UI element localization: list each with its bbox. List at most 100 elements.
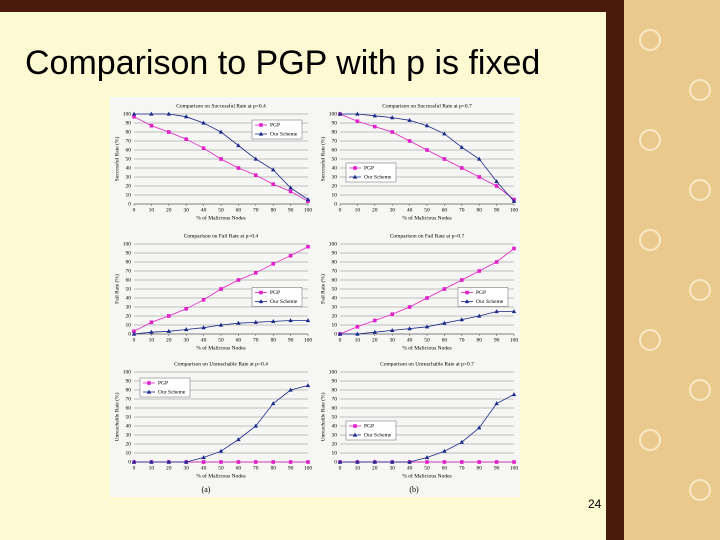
- y-tick-label: 40: [126, 423, 132, 429]
- x-axis-label: % of Malicious Nodes: [402, 214, 451, 221]
- marker: [253, 423, 258, 428]
- x-tick-label: 30: [183, 465, 189, 471]
- legend-marker: [352, 432, 358, 437]
- marker: [288, 460, 293, 464]
- marker: [149, 459, 154, 464]
- x-tick-label: 40: [201, 337, 207, 343]
- legend-marker: [465, 290, 469, 295]
- x-tick-label: 100: [304, 207, 313, 213]
- marker: [131, 331, 137, 336]
- marker: [460, 278, 464, 282]
- y-tick-label: 30: [126, 174, 132, 180]
- figure: [110, 97, 520, 497]
- marker: [271, 262, 275, 266]
- legend-label: Our Scheme: [158, 389, 186, 395]
- y-tick-label: 80: [126, 259, 132, 265]
- y-tick-label: 0: [334, 459, 337, 465]
- y-tick-label: 40: [332, 423, 338, 429]
- marker: [390, 115, 395, 120]
- y-tick-label: 30: [332, 304, 338, 310]
- y-tick-label: 70: [332, 396, 338, 402]
- marker: [219, 460, 223, 464]
- marker: [132, 114, 136, 119]
- chart-title: Comparison on Fail Rate at p=0.7: [390, 233, 465, 239]
- marker: [271, 460, 275, 464]
- chart-title: Comparison on Unreachable Rate at p=0.7: [380, 361, 474, 367]
- y-tick-label: 90: [126, 120, 132, 126]
- marker: [253, 319, 258, 324]
- x-tick-label: 30: [389, 207, 395, 213]
- marker: [494, 309, 499, 314]
- marker: [149, 123, 154, 128]
- marker: [184, 114, 189, 119]
- y-tick-label: 50: [332, 156, 338, 162]
- chart-title: Comparison on Successful Rate at p=0.4: [176, 102, 266, 109]
- marker: [236, 278, 241, 282]
- x-tick-label: 60: [236, 337, 242, 343]
- x-tick-label: 0: [133, 465, 136, 471]
- y-tick-label: 100: [123, 111, 132, 117]
- y-axis-label: Unreachable Rate (%): [319, 392, 326, 441]
- marker: [236, 460, 241, 464]
- marker: [425, 148, 429, 152]
- x-tick-label: 70: [253, 337, 259, 343]
- y-tick-label: 60: [332, 147, 338, 153]
- legend-label: PGP: [270, 122, 280, 128]
- x-tick-label: 30: [183, 207, 189, 213]
- x-tick-label: 50: [424, 337, 430, 343]
- legend-label: Our Scheme: [476, 299, 504, 305]
- marker: [512, 246, 516, 251]
- marker: [253, 156, 258, 161]
- y-tick-label: 0: [128, 201, 131, 207]
- legend-marker: [352, 174, 358, 179]
- x-tick-label: 30: [389, 465, 395, 471]
- y-tick-label: 80: [332, 129, 338, 135]
- y-axis-label: Successful Rate (%): [113, 137, 120, 182]
- x-tick-label: 60: [442, 207, 448, 213]
- x-tick-label: 90: [494, 465, 500, 471]
- x-tick-label: 100: [510, 207, 519, 213]
- marker: [306, 460, 310, 464]
- marker: [477, 156, 482, 161]
- marker: [442, 460, 447, 464]
- marker: [407, 326, 412, 331]
- marker: [184, 307, 188, 311]
- y-tick-label: 30: [126, 432, 132, 438]
- marker: [424, 123, 430, 128]
- x-tick-label: 40: [201, 465, 207, 471]
- y-tick-label: 70: [332, 138, 338, 144]
- y-tick-label: 50: [126, 414, 132, 420]
- y-axis-label: Fail Rate (%): [113, 274, 120, 304]
- marker: [337, 459, 343, 464]
- y-tick-label: 50: [332, 286, 338, 292]
- legend-label: Our Scheme: [364, 174, 392, 180]
- x-tick-label: 50: [218, 207, 224, 213]
- x-tick-label: 100: [304, 465, 313, 471]
- marker: [201, 298, 206, 302]
- marker: [149, 111, 154, 116]
- marker: [219, 287, 223, 291]
- legend-label: PGP: [364, 423, 374, 429]
- y-tick-label: 50: [332, 414, 338, 420]
- marker: [288, 185, 293, 190]
- marker: [477, 269, 481, 273]
- marker: [494, 179, 499, 184]
- legend-label: PGP: [476, 290, 486, 296]
- marker: [355, 111, 360, 116]
- x-tick-label: 10: [149, 465, 155, 471]
- x-tick-label: 40: [201, 207, 207, 213]
- marker: [390, 312, 394, 316]
- y-tick-label: 10: [332, 322, 338, 328]
- x-tick-label: 10: [355, 337, 361, 343]
- y-tick-label: 0: [128, 331, 131, 337]
- marker: [337, 111, 343, 116]
- y-tick-label: 100: [329, 111, 338, 117]
- x-tick-label: 50: [424, 465, 430, 471]
- y-tick-label: 60: [126, 147, 132, 153]
- y-tick-label: 20: [332, 313, 338, 319]
- y-tick-label: 40: [332, 165, 338, 171]
- y-tick-label: 20: [126, 183, 132, 189]
- marker: [305, 383, 311, 388]
- x-tick-label: 20: [372, 207, 378, 213]
- marker: [477, 460, 481, 464]
